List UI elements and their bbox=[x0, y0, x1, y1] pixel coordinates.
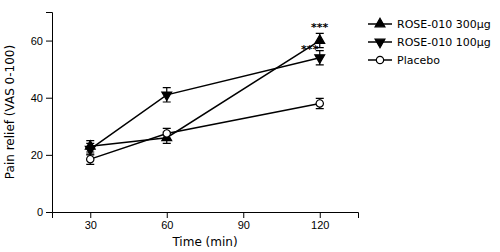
error-bar bbox=[163, 128, 171, 138]
tick-mark bbox=[243, 212, 244, 218]
error-bar bbox=[86, 154, 94, 164]
annotations: *** *** bbox=[301, 21, 329, 57]
tick: 0 bbox=[37, 206, 52, 218]
annotation: *** bbox=[301, 43, 319, 56]
error-bar bbox=[86, 143, 94, 154]
tick-mark bbox=[46, 155, 52, 156]
y-axis-title: Pain relief (VAS 0-100) bbox=[3, 45, 17, 179]
tick-label: 40 bbox=[31, 92, 43, 104]
error-bar bbox=[163, 88, 171, 102]
axis-line bbox=[53, 213, 359, 219]
series bbox=[85, 33, 324, 152]
tick: 40 bbox=[31, 92, 52, 104]
legend-label: Placebo bbox=[397, 54, 440, 67]
legend-symbol bbox=[376, 56, 383, 63]
tick-label: 90 bbox=[238, 219, 250, 231]
tick: 30 bbox=[85, 212, 97, 231]
tick-label: 30 bbox=[85, 219, 97, 231]
marker bbox=[315, 35, 325, 44]
marker bbox=[87, 155, 94, 162]
tick-mark bbox=[320, 212, 321, 218]
series bbox=[85, 51, 324, 155]
y-axis: 0 20 40 60 bbox=[31, 13, 53, 219]
line bbox=[90, 41, 320, 147]
marker bbox=[316, 100, 323, 107]
tick-mark bbox=[46, 41, 52, 42]
legend-item: ROSE-010 300μg bbox=[368, 18, 491, 31]
marker bbox=[162, 92, 172, 101]
tick: 20 bbox=[31, 149, 52, 161]
tick-label: 0 bbox=[37, 206, 43, 218]
plot: 30 60 90 120 0 20 40 60 *** *** bbox=[31, 13, 359, 231]
tick-label: 120 bbox=[311, 219, 329, 231]
x-axis: 30 60 90 120 bbox=[53, 212, 359, 231]
series bbox=[86, 98, 324, 164]
legend-item: Placebo bbox=[368, 54, 440, 67]
error-bar bbox=[316, 98, 324, 108]
axis-line bbox=[46, 13, 53, 213]
tick-label: 60 bbox=[161, 219, 173, 231]
legend-label: ROSE-010 300μg bbox=[397, 18, 491, 31]
tick-label: 20 bbox=[31, 149, 43, 161]
tick-mark bbox=[167, 212, 168, 218]
legend-symbol bbox=[375, 18, 385, 27]
legend-symbol bbox=[375, 39, 385, 48]
tick: 60 bbox=[161, 212, 173, 231]
legend: ROSE-010 300μg ROSE-010 100μg Placebo bbox=[368, 18, 491, 67]
tick: 60 bbox=[31, 35, 52, 47]
tick-mark bbox=[46, 98, 52, 99]
tick-mark bbox=[90, 212, 91, 218]
line bbox=[90, 58, 320, 149]
tick-mark bbox=[46, 212, 52, 213]
chart: 30 60 90 120 0 20 40 60 *** *** Time (min) Pain rel… bbox=[0, 0, 500, 252]
marker bbox=[163, 130, 170, 137]
legend-label: ROSE-010 100μg bbox=[397, 36, 491, 49]
tick: 90 bbox=[238, 212, 250, 231]
legend-item: ROSE-010 100μg bbox=[368, 36, 491, 49]
line bbox=[90, 103, 320, 159]
annotation: *** bbox=[311, 21, 329, 34]
marks bbox=[85, 33, 324, 164]
x-axis-title: Time (min) bbox=[171, 235, 237, 249]
tick: 120 bbox=[311, 212, 329, 231]
tick-label: 60 bbox=[31, 35, 43, 47]
